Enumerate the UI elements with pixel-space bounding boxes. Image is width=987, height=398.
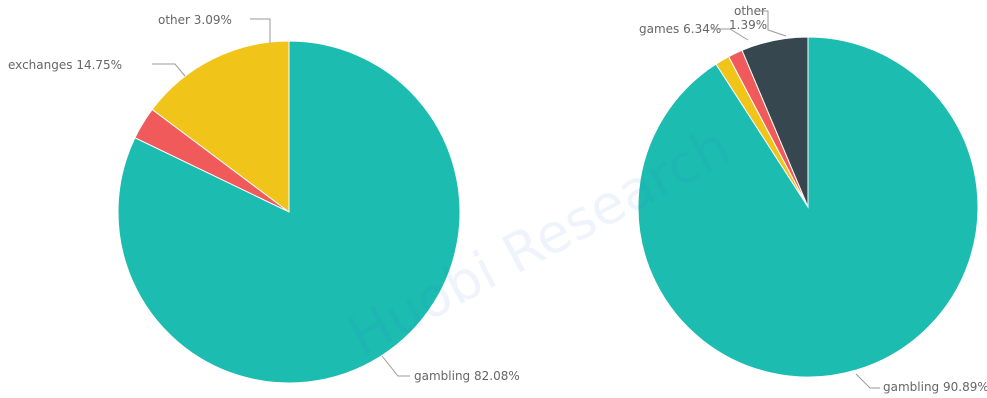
pie2-slice-gambling	[637, 36, 979, 378]
pie1-label-gambling-text: gambling 82.08%	[414, 369, 520, 383]
pie1-label-other: other 3.09%	[158, 13, 271, 43]
pie1-leader-other	[250, 18, 271, 43]
pie2-label-other-name: other	[734, 4, 766, 18]
pie1-label-exchanges-text: exchanges 14.75%	[8, 58, 122, 72]
pie2-label-games: games 6.34%	[639, 22, 749, 41]
pie1-slice-exchanges	[151, 40, 290, 213]
pie2-label-games-text: games 6.34%	[639, 22, 721, 36]
pie2-leader-other	[760, 10, 787, 37]
pie1-label-other-text: other 3.09%	[158, 13, 232, 27]
pie2-label-other-percent: 1.39%	[729, 18, 767, 32]
pie2-label-gambling-text: gambling 90.89%	[883, 380, 987, 394]
pie1-slice-gambling	[117, 40, 461, 384]
pie2-label-gambling: gambling 90.89%	[855, 373, 987, 394]
pie-chart-1	[117, 40, 461, 384]
pie1-label-gambling: gambling 82.08%	[381, 355, 520, 383]
pie2-leader-games	[711, 28, 749, 41]
pie1-leader-exchanges	[152, 63, 186, 77]
pie2-label-other: other 1.39%	[729, 4, 787, 37]
pie1-leader-gambling	[381, 355, 410, 377]
pie1-label-exchanges: exchanges 14.75%	[8, 58, 186, 77]
pie-chart-2	[637, 36, 979, 378]
pie2-leader-gambling	[855, 373, 880, 389]
